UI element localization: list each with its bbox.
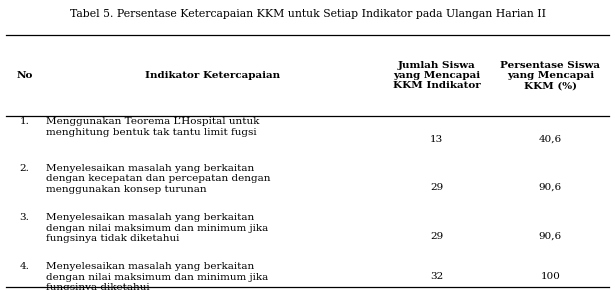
Text: 13: 13	[430, 135, 443, 144]
Text: 29: 29	[430, 232, 443, 241]
Text: 1.: 1.	[20, 117, 30, 126]
Text: Jumlah Siswa
yang Mencapai
KKM Indikator: Jumlah Siswa yang Mencapai KKM Indikator	[393, 61, 480, 90]
Text: Persentase Siswa
yang Mencapai
KKM (%): Persentase Siswa yang Mencapai KKM (%)	[501, 61, 600, 90]
Text: 90,6: 90,6	[539, 232, 562, 241]
Text: Menggunakan Teorema L’Hospital untuk
menghitung bentuk tak tantu limit fugsi: Menggunakan Teorema L’Hospital untuk men…	[46, 117, 259, 137]
Text: 32: 32	[430, 272, 443, 282]
Text: Indikator Ketercapaian: Indikator Ketercapaian	[145, 71, 280, 80]
Text: Menyelesaikan masalah yang berkaitan
dengan nilai maksimum dan minimum jika
fung: Menyelesaikan masalah yang berkaitan den…	[46, 262, 268, 290]
Text: 4.: 4.	[20, 262, 30, 271]
Text: No: No	[17, 71, 33, 80]
Text: 2.: 2.	[20, 164, 30, 173]
Text: Menyelesaikan masalah yang berkaitan
dengan kecepatan dan percepatan dengan
meng: Menyelesaikan masalah yang berkaitan den…	[46, 164, 270, 194]
Text: Menyelesaikan masalah yang berkaitan
dengan nilai maksimum dan minimum jika
fung: Menyelesaikan masalah yang berkaitan den…	[46, 213, 268, 243]
Text: 40,6: 40,6	[539, 135, 562, 144]
Text: 29: 29	[430, 182, 443, 192]
Text: Tabel 5. Persentase Ketercapaian KKM untuk Setiap Indikator pada Ulangan Harian : Tabel 5. Persentase Ketercapaian KKM unt…	[69, 9, 546, 19]
Text: 90,6: 90,6	[539, 182, 562, 192]
Text: 3.: 3.	[20, 213, 30, 222]
Text: 100: 100	[541, 272, 560, 282]
